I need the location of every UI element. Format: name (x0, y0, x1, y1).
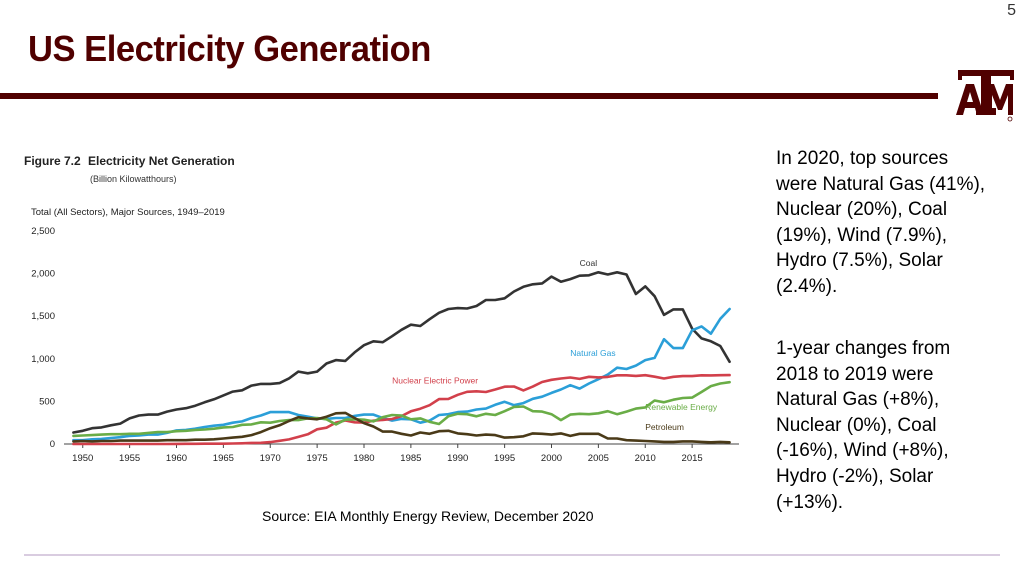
y-tick-label: 1,000 (31, 354, 55, 365)
title-divider (0, 93, 938, 99)
y-tick-label: 2,500 (31, 226, 55, 237)
footer-divider (24, 554, 1000, 556)
x-tick-label: 2010 (635, 453, 656, 464)
x-tick-label: 1950 (72, 453, 93, 464)
x-tick-label: 2000 (541, 453, 562, 464)
y-tick-label: 0 (50, 439, 55, 450)
series-label-coal: Coal (580, 258, 598, 268)
slide-title: US Electricity Generation (28, 28, 431, 69)
x-tick-label: 1990 (447, 453, 468, 464)
series-label-natural-gas: Natural Gas (570, 348, 615, 358)
series-label-renewable-energy: Renewable Energy (645, 402, 718, 412)
x-tick-label: 1960 (166, 453, 187, 464)
page-number: 5 (1007, 2, 1016, 19)
x-tick-label: 1965 (213, 453, 234, 464)
electricity-generation-chart: Figure 7.2 Electricity Net Generation (B… (24, 154, 739, 464)
series-line-petroleum (72, 411, 731, 444)
chart-title: Electricity Net Generation (88, 154, 235, 168)
series-line-coal (72, 271, 731, 434)
x-tick-label: 1995 (494, 453, 515, 464)
x-tick-label: 1955 (119, 453, 140, 464)
summary-paragraph-2020: In 2020, top sources were Natural Gas (4… (776, 148, 986, 297)
x-tick-label: 1985 (400, 453, 421, 464)
summary-paragraph-changes: 1-year changes from 2018 to 2019 were Na… (776, 338, 951, 513)
logo-letter-m (987, 84, 1013, 115)
x-tick-label: 1980 (353, 453, 374, 464)
logo-letter-a (956, 84, 984, 115)
y-tick-label: 500 (39, 396, 55, 407)
chart-subtitle: (Billion Kilowatthours) (90, 174, 177, 184)
x-tick-label: 2005 (588, 453, 609, 464)
registered-mark (1007, 116, 1013, 122)
source-citation: Source: EIA Monthly Energy Review, Decem… (262, 508, 594, 524)
x-tick-label: 1970 (260, 453, 281, 464)
y-tick-label: 2,000 (31, 269, 55, 280)
y-tick-label: 1,500 (31, 311, 55, 322)
chart-scope: Total (All Sectors), Major Sources, 1949… (31, 207, 225, 218)
series-line-renewable-energy (72, 380, 731, 438)
series-label-petroleum: Petroleum (645, 422, 684, 432)
x-tick-label: 1975 (307, 453, 328, 464)
tamu-logo (956, 70, 1014, 122)
series-label-nuclear-electric-power: Nuclear Electric Power (392, 376, 478, 386)
logo-letter-t (958, 70, 1014, 115)
figure-label: Figure 7.2 (24, 154, 81, 168)
x-tick-label: 2015 (682, 453, 703, 464)
